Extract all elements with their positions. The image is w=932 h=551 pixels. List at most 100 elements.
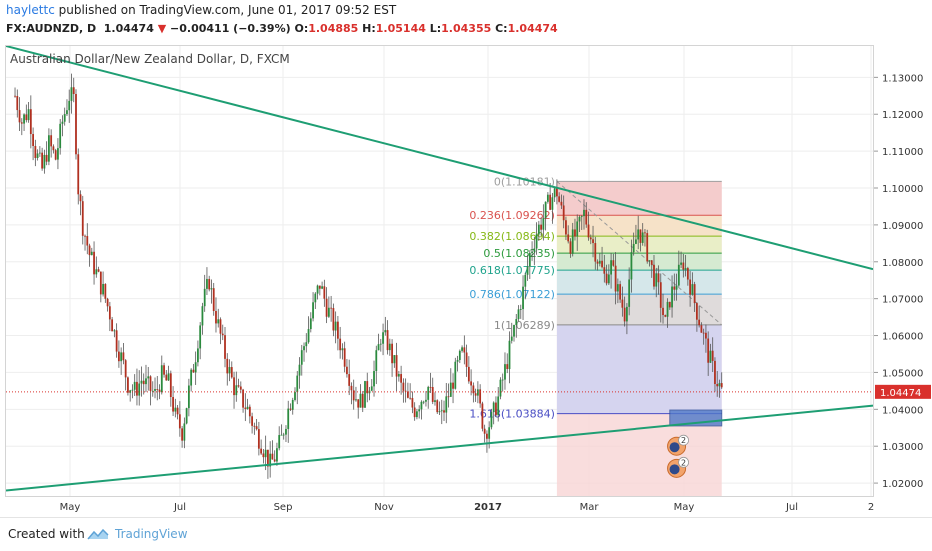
candle-body	[361, 393, 364, 408]
candle-body	[68, 100, 71, 111]
event-flag-icon	[669, 464, 680, 475]
candle-body	[215, 310, 217, 324]
candle-body	[38, 152, 41, 154]
candle-body	[544, 201, 547, 219]
candle-body	[321, 286, 323, 289]
candle-body	[429, 386, 432, 388]
candle-body	[228, 367, 231, 374]
candle-body	[504, 364, 506, 380]
y-tick-label: 1.08000	[882, 258, 923, 269]
candle-body	[149, 376, 152, 391]
candle-body	[558, 196, 561, 202]
candle-body	[154, 389, 156, 391]
candle-body	[567, 234, 570, 242]
candle-body	[689, 279, 692, 295]
candle-body	[43, 154, 46, 169]
candle-body	[691, 284, 694, 295]
candle-body	[632, 243, 635, 253]
candle-body	[614, 265, 617, 292]
candle-body	[99, 271, 102, 295]
last-price-label: 1.04474	[880, 388, 921, 399]
candle-body	[384, 330, 387, 333]
candle-body	[102, 283, 104, 295]
candle-body	[47, 135, 50, 162]
x-tick-label: 2	[868, 502, 874, 513]
candle-body	[393, 355, 396, 364]
tradingview-brand[interactable]: TradingView	[115, 527, 188, 541]
plot-area: 0(1.10181) 0.236(1.09262) 0.382(1.08694) 0.…	[6, 46, 873, 496]
candle-body	[596, 261, 599, 264]
last-price: 1.04474	[103, 22, 154, 35]
candle-body	[167, 373, 170, 381]
candle-body	[14, 95, 16, 97]
y-tick-label: 1.04000	[882, 405, 923, 416]
candle-body	[276, 448, 278, 462]
candle-body	[124, 360, 127, 378]
candle-body	[556, 188, 558, 197]
candle-body	[341, 348, 344, 351]
chart-title: Australian Dollar/New Zealand Dollar, D,…	[10, 52, 290, 66]
fib-level-label: 0.618(1.07775)	[469, 264, 555, 277]
author-link[interactable]: haylettc	[6, 3, 55, 17]
candle-body	[323, 286, 326, 299]
candle-body	[66, 110, 68, 115]
close-label: C:	[495, 22, 508, 35]
candle-body	[646, 233, 649, 262]
candle-body	[666, 301, 669, 317]
candle-body	[546, 194, 549, 202]
candle-body	[343, 348, 346, 367]
low-label: L:	[429, 22, 442, 35]
candle-body	[576, 221, 579, 237]
candle-body	[269, 453, 272, 467]
candle-body	[90, 251, 93, 256]
trendline	[6, 46, 873, 271]
y-tick-label: 1.13000	[882, 73, 923, 84]
candle-body	[294, 392, 296, 400]
candle-body	[587, 224, 590, 238]
candle-body	[127, 377, 129, 393]
candle-body	[16, 96, 19, 111]
candle-body	[705, 332, 707, 339]
candle-body	[375, 350, 378, 372]
candle-body	[206, 278, 208, 289]
candle-body	[244, 407, 247, 410]
candle-body	[242, 389, 244, 408]
candle-body	[440, 410, 443, 412]
candle-body	[163, 365, 165, 375]
candle-body	[20, 122, 23, 124]
candle-body	[700, 325, 703, 333]
published-text: published on TradingView.com, June 01, 2…	[54, 3, 397, 17]
candle-body	[264, 449, 267, 458]
x-tick-label: May	[674, 502, 695, 513]
candle-body	[533, 248, 536, 252]
event-count-label: 2	[681, 436, 686, 445]
candle-body	[111, 319, 114, 332]
ohlc-info: FX:AUDNZD, D 1.04474 ▼ −0.00411 (−0.39%)…	[6, 22, 558, 35]
candle-body	[416, 411, 418, 418]
candle-body	[219, 319, 222, 334]
candle-body	[61, 121, 64, 124]
candle-body	[237, 385, 240, 387]
candle-body	[248, 406, 251, 417]
candle-body	[625, 306, 628, 322]
candle-body	[27, 109, 30, 121]
candle-body	[612, 260, 615, 266]
candle-body	[334, 321, 337, 331]
candle-body	[314, 293, 317, 303]
candle-body	[714, 360, 716, 385]
candle-body	[668, 301, 671, 308]
candle-body	[285, 428, 287, 435]
candle-body	[607, 274, 610, 284]
candle-body	[97, 269, 100, 272]
price-chart[interactable]: 0(1.10181) 0.236(1.09262) 0.382(1.08694) 0.…	[0, 0, 932, 517]
candle-body	[224, 335, 226, 359]
candle-body	[447, 396, 450, 398]
event-count-label: 2	[681, 458, 686, 467]
candle-body	[677, 264, 680, 286]
candle-body	[160, 365, 163, 393]
candle-body	[490, 412, 493, 428]
candle-body	[239, 386, 242, 390]
y-tick-label: 1.02000	[882, 479, 923, 490]
y-tick-label: 1.03000	[882, 442, 923, 453]
candle-body	[551, 197, 554, 210]
